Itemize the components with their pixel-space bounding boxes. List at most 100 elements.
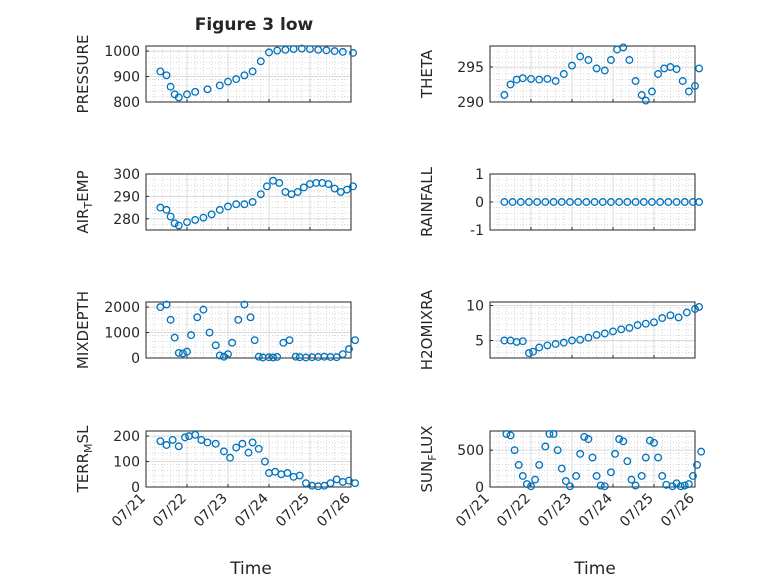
data-point bbox=[248, 198, 257, 206]
data-point bbox=[232, 200, 241, 209]
data-point bbox=[535, 460, 544, 469]
data-point bbox=[174, 221, 183, 230]
data-point bbox=[680, 198, 689, 206]
data-point bbox=[265, 48, 273, 57]
data-point bbox=[607, 56, 615, 64]
data-point bbox=[535, 343, 544, 352]
y-tick-label: 300 bbox=[113, 167, 140, 183]
data-point bbox=[191, 430, 200, 439]
data-point bbox=[525, 349, 533, 358]
data-point bbox=[574, 198, 583, 206]
data-point bbox=[244, 448, 253, 457]
y-tick-label: 0 bbox=[475, 480, 484, 496]
y-axis-label: MIXDEPTH bbox=[74, 291, 92, 369]
data-point bbox=[545, 429, 554, 438]
data-point bbox=[324, 180, 333, 189]
data-point bbox=[680, 481, 689, 490]
data-point bbox=[615, 435, 624, 444]
data-point bbox=[306, 45, 314, 54]
x-tick-label: 07/21 bbox=[109, 491, 149, 531]
data-point bbox=[559, 338, 568, 347]
data-point bbox=[228, 338, 237, 347]
axes-box bbox=[145, 173, 352, 231]
data-point bbox=[598, 198, 607, 206]
data-point bbox=[199, 213, 208, 222]
data-point bbox=[641, 96, 650, 105]
data-point bbox=[281, 45, 290, 54]
data-point bbox=[224, 350, 232, 359]
y-tick-label: 2000 bbox=[104, 300, 140, 316]
data-point bbox=[625, 323, 634, 332]
data-point bbox=[525, 198, 533, 206]
data-point bbox=[254, 352, 263, 361]
data-point bbox=[576, 449, 585, 458]
data-point bbox=[180, 433, 189, 442]
data-point bbox=[211, 341, 220, 350]
data-point bbox=[351, 336, 360, 345]
data-point bbox=[273, 353, 282, 361]
figure-title: Figure 3 low bbox=[195, 15, 314, 35]
y-tick-label: 0 bbox=[131, 480, 140, 496]
data-point bbox=[641, 319, 650, 328]
data-point bbox=[691, 305, 699, 313]
data-point bbox=[205, 328, 214, 337]
x-tick-label: 07/22 bbox=[150, 491, 190, 531]
y-tick-label: 900 bbox=[113, 70, 140, 86]
data-point bbox=[654, 70, 663, 78]
data-point bbox=[174, 442, 183, 451]
data-point bbox=[584, 56, 593, 64]
data-point bbox=[645, 436, 654, 445]
y-axis-label: SUNFLUX bbox=[418, 426, 439, 493]
data-point bbox=[609, 327, 617, 336]
data-point bbox=[332, 353, 341, 362]
subplot-1: 800 900 1000 PRESSURE bbox=[74, 35, 357, 113]
data-point bbox=[322, 46, 331, 55]
data-point bbox=[607, 198, 615, 206]
y-axis-label: THETA bbox=[418, 49, 436, 99]
data-point bbox=[256, 190, 265, 199]
y-tick-label: 10 bbox=[466, 299, 484, 315]
data-point bbox=[215, 351, 224, 360]
data-point bbox=[293, 187, 302, 196]
data-point bbox=[695, 198, 704, 206]
y-tick-label: 1000 bbox=[104, 326, 140, 342]
data-point bbox=[166, 212, 175, 221]
data-point bbox=[592, 330, 601, 339]
data-point bbox=[248, 438, 257, 447]
x-tick-label: 07/25 bbox=[273, 491, 313, 531]
data-point bbox=[559, 70, 568, 78]
data-point bbox=[664, 198, 673, 206]
data-point bbox=[535, 75, 544, 84]
data-point bbox=[543, 341, 552, 350]
data-point bbox=[518, 471, 527, 480]
y-tick-label: 200 bbox=[113, 429, 140, 445]
data-point bbox=[678, 77, 687, 85]
data-point bbox=[631, 198, 640, 206]
data-point bbox=[666, 311, 675, 320]
data-point bbox=[275, 179, 284, 187]
y-tick-label: 800 bbox=[113, 95, 140, 111]
data-point bbox=[232, 443, 241, 452]
data-point bbox=[219, 447, 228, 456]
data-point bbox=[623, 457, 632, 466]
data-point bbox=[203, 85, 212, 94]
y-tick-label: 5 bbox=[475, 334, 484, 350]
data-point bbox=[263, 182, 271, 191]
data-point bbox=[590, 198, 599, 206]
data-point bbox=[506, 431, 515, 440]
data-point bbox=[615, 198, 624, 206]
data-point bbox=[215, 81, 224, 90]
data-point bbox=[625, 56, 634, 64]
data-point bbox=[516, 198, 525, 206]
data-point bbox=[156, 437, 165, 446]
data-point bbox=[234, 315, 243, 324]
data-point bbox=[508, 198, 517, 206]
data-point bbox=[607, 468, 615, 477]
data-point bbox=[600, 329, 609, 338]
data-point bbox=[166, 82, 175, 91]
x-axis-label-right: Time bbox=[573, 559, 616, 579]
y-axis-label: RAINFALL bbox=[418, 166, 436, 237]
data-point bbox=[191, 87, 200, 96]
x-tick-label: 07/24 bbox=[576, 490, 616, 530]
data-point bbox=[600, 482, 609, 491]
